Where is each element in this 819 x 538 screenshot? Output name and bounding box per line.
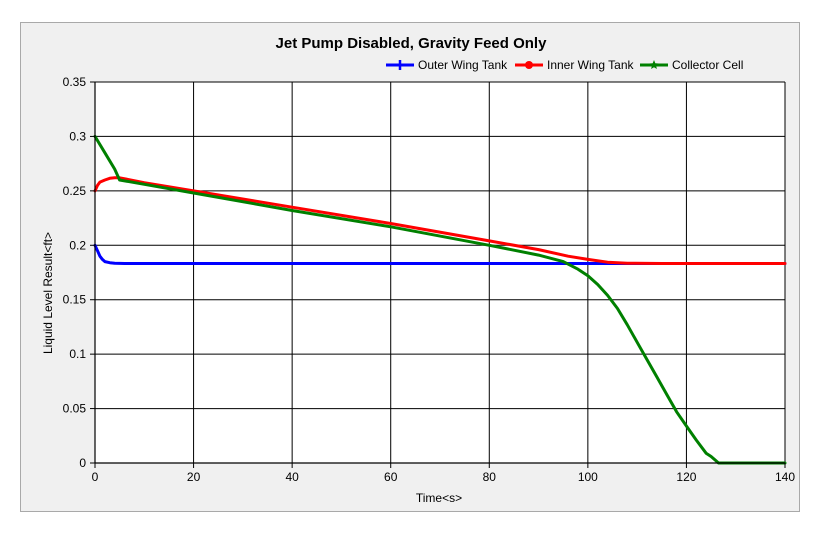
line-chart: Jet Pump Disabled, Gravity Feed Only Out… (41, 35, 795, 505)
x-axis-ticks: 0 20 40 60 80 100 120 140 (92, 463, 795, 484)
x-tick-label-1: 20 (187, 470, 201, 484)
y-tick-label-5: 0.25 (63, 184, 87, 198)
y-tick-label-0: 0 (79, 456, 86, 470)
plot-area (95, 82, 785, 463)
legend-label-outer-wing-tank: Outer Wing Tank (418, 58, 508, 72)
x-tick-label-4: 80 (483, 470, 497, 484)
series-line-inner-wing-tank (93, 176, 787, 265)
y-tick-label-7: 0.35 (63, 75, 87, 89)
y-tick-label-6: 0.3 (69, 129, 86, 143)
x-tick-label-0: 0 (92, 470, 99, 484)
y-tick-label-4: 0.2 (69, 238, 86, 252)
legend-label-collector-cell: Collector Cell (672, 58, 743, 72)
x-tick-label-6: 120 (676, 470, 696, 484)
x-tick-label-3: 60 (384, 470, 398, 484)
y-tick-label-1: 0.05 (63, 402, 87, 416)
y-tick-label-3: 0.15 (63, 293, 87, 307)
legend-marker-collector-cell (649, 60, 659, 69)
x-tick-label-7: 140 (775, 470, 795, 484)
y-tick-label-2: 0.1 (69, 347, 86, 361)
x-tick-label-2: 40 (285, 470, 299, 484)
legend-marker-inner-wing-tank (525, 61, 533, 69)
legend-label-inner-wing-tank: Inner Wing Tank (547, 58, 634, 72)
legend-marker-outer-wing-tank (395, 60, 405, 70)
chart-title: Jet Pump Disabled, Gravity Feed Only (276, 35, 548, 52)
chart-frame: Jet Pump Disabled, Gravity Feed Only Out… (20, 22, 800, 512)
axes (94, 82, 785, 464)
series-line-collector-cell (93, 134, 787, 465)
y-axis-label: Liquid Level Result<ft> (41, 232, 55, 354)
series-line-outer-wing-tank (93, 243, 787, 265)
x-tick-label-5: 100 (578, 470, 598, 484)
y-axis-ticks: 0 0.05 0.1 0.15 0.2 0.25 0.3 0.35 (63, 75, 95, 470)
legend: Outer Wing Tank Inner Wing Tank Collector … (386, 58, 743, 72)
x-axis-label: Time<s> (416, 491, 462, 505)
series-layer (93, 134, 787, 465)
